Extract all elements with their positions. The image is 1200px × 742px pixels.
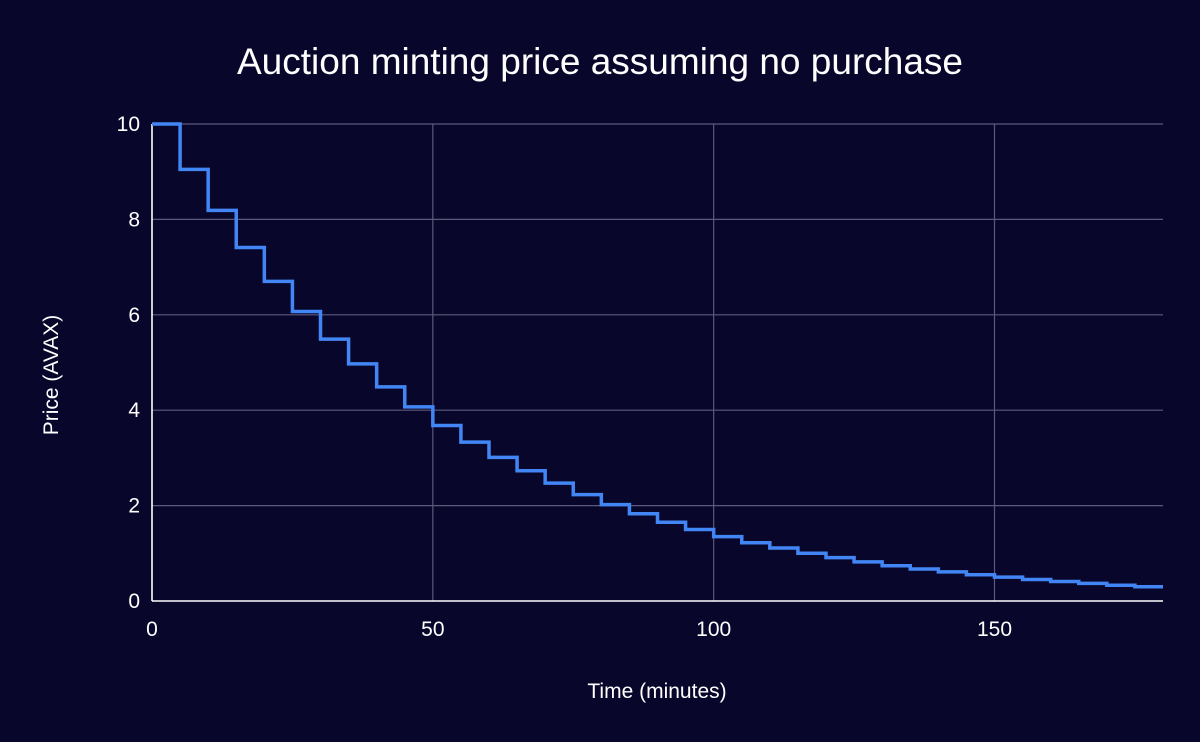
price-step-line	[152, 122, 1163, 589]
series-layer	[152, 122, 1163, 589]
axes	[151, 124, 1163, 602]
y-tick-label: 8	[128, 208, 140, 231]
x-tick-label: 0	[146, 618, 158, 641]
chart-title: Auction minting price assuming no purcha…	[237, 41, 963, 82]
y-tick-label: 10	[117, 113, 140, 136]
y-tick-label: 6	[128, 304, 140, 327]
y-axis-label: Price (AVAX)	[40, 315, 63, 436]
y-tick-label: 4	[128, 399, 140, 422]
x-axis-label: Time (minutes)	[587, 680, 726, 703]
y-tick-label: 2	[128, 495, 140, 518]
x-tick-label: 100	[696, 618, 731, 641]
gridlines	[152, 123, 1163, 601]
x-tick-label: 50	[421, 618, 444, 641]
x-tick-label: 150	[977, 618, 1012, 641]
y-tick-label: 0	[128, 590, 140, 613]
